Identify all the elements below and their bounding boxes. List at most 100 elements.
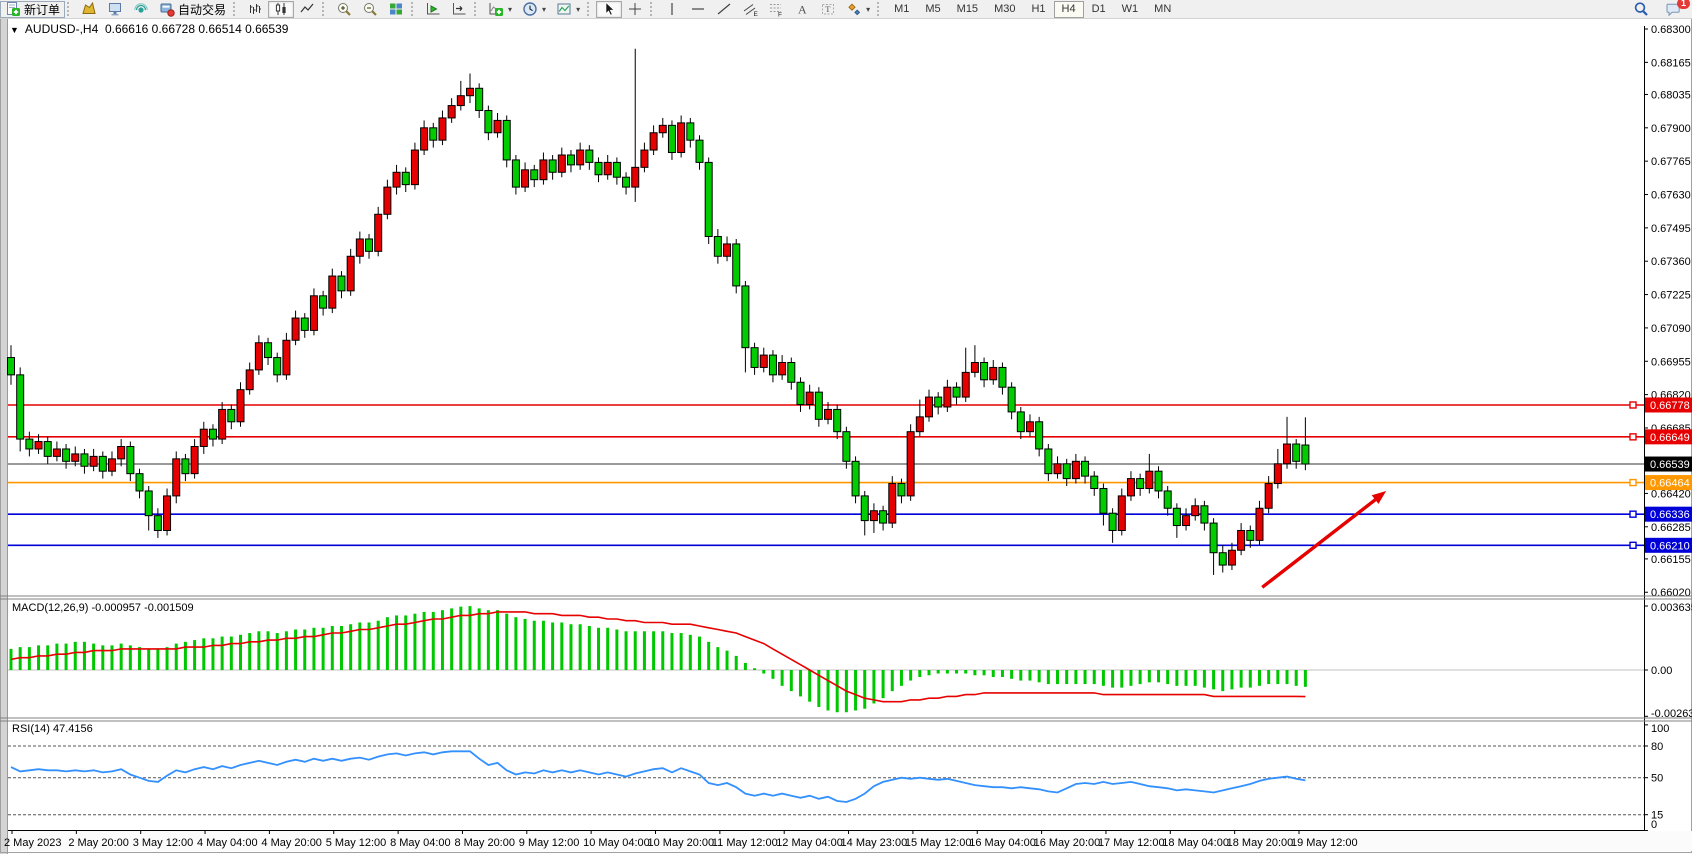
vline-icon <box>664 1 680 17</box>
timeframe-m30-button[interactable]: M30 <box>986 1 1023 18</box>
zoom-out-button[interactable] <box>357 1 383 18</box>
crosshair-button[interactable] <box>622 1 648 18</box>
svg-text:2 May 20:00: 2 May 20:00 <box>68 837 129 849</box>
line-chart-icon <box>299 1 315 17</box>
svg-text:80: 80 <box>1651 741 1663 753</box>
crosshair-icon <box>627 1 643 17</box>
rsi-pane: 100 80 50 150 <box>8 723 1669 832</box>
svg-text:4 May 04:00: 4 May 04:00 <box>197 837 258 849</box>
svg-text:14 May 23:00: 14 May 23:00 <box>841 837 908 849</box>
new-order-icon <box>5 1 21 17</box>
chevron-down-icon: ▾ <box>508 4 513 14</box>
zoom-in-button[interactable] <box>331 1 357 18</box>
tile-windows-button[interactable] <box>383 1 409 18</box>
svg-text:18 May 20:00: 18 May 20:00 <box>1227 837 1294 849</box>
timeframe-m1-button[interactable]: M1 <box>886 1 917 18</box>
search-button[interactable] <box>1628 1 1654 18</box>
price-axis: 0.68300 0.68165 0.68035 0.67900 0.67765 0.676… <box>1644 24 1692 830</box>
svg-text:0.68165: 0.68165 <box>1651 57 1691 69</box>
timeframe-w1-button[interactable]: W1 <box>1114 1 1147 18</box>
svg-text:F: F <box>778 12 782 18</box>
text-label-button[interactable]: T <box>815 1 841 18</box>
templates-button[interactable]: ▾ <box>551 1 585 18</box>
timeframe-m15-button[interactable]: M15 <box>949 1 986 18</box>
timeframe-h1-button[interactable]: H1 <box>1023 1 1053 18</box>
hlines-layer <box>8 401 1644 550</box>
vline-button[interactable] <box>659 1 685 18</box>
timeframe-m5-button[interactable]: M5 <box>917 1 948 18</box>
svg-text:8 May 04:00: 8 May 04:00 <box>390 837 451 849</box>
candle-chart-button[interactable] <box>268 0 295 18</box>
shapes-icon <box>846 1 862 17</box>
svg-text:17 May 12:00: 17 May 12:00 <box>1098 837 1165 849</box>
candle-chart-icon <box>273 1 289 17</box>
svg-text:16 May 20:00: 16 May 20:00 <box>1034 837 1101 849</box>
svg-text:100: 100 <box>1651 723 1669 735</box>
svg-text:19 May 12:00: 19 May 12:00 <box>1291 837 1358 849</box>
svg-text:0.66778: 0.66778 <box>1650 400 1690 412</box>
data-window-icon <box>107 1 123 17</box>
chat-unread-badge: 1 <box>1676 0 1690 9</box>
text-button[interactable]: A <box>789 1 815 18</box>
cursor-button[interactable] <box>596 0 623 18</box>
trendline-button[interactable] <box>711 1 737 18</box>
timeframe-mn-button[interactable]: MN <box>1146 1 1179 18</box>
market-watch-button[interactable] <box>76 1 102 18</box>
auto-scroll-icon <box>425 1 441 17</box>
market-watch-icon <box>81 1 97 17</box>
hline-button[interactable] <box>685 1 711 18</box>
svg-text:0.00: 0.00 <box>1651 665 1672 677</box>
svg-text:10 May 04:00: 10 May 04:00 <box>583 837 650 849</box>
svg-text:4 May 20:00: 4 May 20:00 <box>261 837 322 849</box>
new-order-label: 新订单 <box>24 2 61 17</box>
channel-icon: E <box>742 1 758 17</box>
shapes-button[interactable]: ▾ <box>841 1 875 18</box>
toolbar-separator <box>587 2 594 16</box>
channel-button[interactable]: E <box>737 1 763 18</box>
toolbar-separator <box>411 2 418 16</box>
svg-text:8 May 20:00: 8 May 20:00 <box>454 837 515 849</box>
svg-text:0.66539: 0.66539 <box>1650 459 1690 471</box>
bar-chart-button[interactable] <box>242 1 268 18</box>
svg-text:10 May 20:00: 10 May 20:00 <box>648 837 715 849</box>
svg-text:0.66210: 0.66210 <box>1650 540 1690 552</box>
text-icon: A <box>794 1 810 17</box>
svg-text:15 May 12:00: 15 May 12:00 <box>905 837 972 849</box>
signals-button[interactable] <box>128 1 154 18</box>
periods-button[interactable]: ▾ <box>517 1 551 18</box>
svg-text:0.66955: 0.66955 <box>1651 356 1691 368</box>
svg-text:0.67090: 0.67090 <box>1651 323 1691 335</box>
autotrade-icon <box>159 1 175 17</box>
svg-text:9 May 12:00: 9 May 12:00 <box>519 837 580 849</box>
fibonacci-button[interactable]: F <box>763 1 789 18</box>
svg-text:2 May 2023: 2 May 2023 <box>4 837 61 849</box>
toolbar-separator <box>233 2 240 16</box>
candles-layer <box>7 48 1310 575</box>
svg-text:0.67360: 0.67360 <box>1651 256 1691 268</box>
indicators-icon <box>488 1 504 17</box>
svg-text:0.66020: 0.66020 <box>1651 587 1691 599</box>
toolbar-separator <box>650 2 657 16</box>
svg-text:-0.00263: -0.00263 <box>1651 708 1692 720</box>
svg-text:50: 50 <box>1651 773 1663 785</box>
line-chart-button[interactable] <box>294 1 320 18</box>
new-order-button[interactable]: 新订单 <box>0 0 66 18</box>
community-chat-button[interactable]: 1 <box>1660 0 1690 18</box>
toolbar-separator <box>322 2 329 16</box>
autotrade-button[interactable]: 自动交易 <box>154 1 231 18</box>
chart-shift-button[interactable] <box>446 1 472 18</box>
svg-text:0.67630: 0.67630 <box>1651 190 1691 202</box>
timeframe-h4-button[interactable]: H4 <box>1053 0 1084 18</box>
data-window-button[interactable] <box>102 1 128 18</box>
fibonacci-icon: F <box>768 1 784 17</box>
svg-text:15: 15 <box>1651 810 1663 822</box>
auto-scroll-button[interactable] <box>420 1 446 18</box>
indicators-button[interactable]: ▾ <box>483 1 517 18</box>
svg-text:11 May 12:00: 11 May 12:00 <box>712 837 778 849</box>
zoom-in-icon <box>336 1 352 17</box>
toolbar-separator <box>67 2 74 16</box>
timeframe-d1-button[interactable]: D1 <box>1084 1 1114 18</box>
svg-text:0.67900: 0.67900 <box>1651 123 1691 135</box>
